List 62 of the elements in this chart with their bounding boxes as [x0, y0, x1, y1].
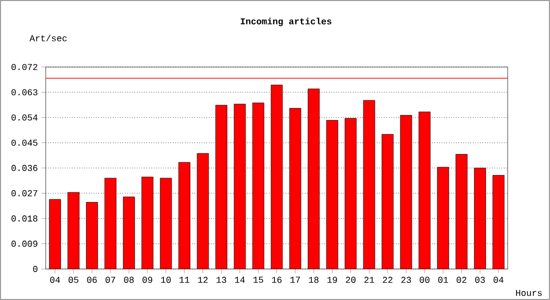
- bar: [141, 176, 154, 269]
- bar: [492, 175, 504, 269]
- bar: [344, 118, 357, 269]
- y-tick-label: 0.018: [12, 215, 38, 222]
- x-tick-label: 05: [68, 276, 78, 283]
- bar: [474, 168, 486, 269]
- x-tick-label: 15: [254, 276, 264, 283]
- bar: [196, 153, 209, 269]
- bar: [326, 120, 338, 269]
- x-tick-label: 22: [382, 276, 392, 283]
- x-tick-label: 16: [272, 276, 282, 283]
- bar: [308, 88, 320, 269]
- x-tick-label: 04: [494, 276, 504, 283]
- y-tick-label: 0.027: [12, 190, 38, 196]
- x-tick-label: 04: [50, 276, 60, 283]
- x-tick-label: 10: [161, 276, 171, 283]
- bar: [49, 199, 61, 269]
- x-tick-label: 17: [290, 276, 300, 283]
- x-tick-label: 11: [180, 276, 190, 283]
- x-tick-label: 03: [475, 276, 485, 283]
- chart-title: Incoming articles: [240, 18, 332, 26]
- x-tick-label: 08: [124, 276, 134, 283]
- y-axis-title: Art/sec: [30, 34, 67, 42]
- bar: [456, 154, 468, 269]
- bar: [104, 178, 116, 269]
- x-tick-label: 13: [216, 276, 226, 283]
- bar: [382, 134, 394, 269]
- x-tick-label: 07: [106, 276, 116, 283]
- bar: [400, 115, 412, 269]
- bar: [418, 112, 431, 269]
- bar: [86, 202, 98, 269]
- x-tick-label: 20: [346, 276, 356, 283]
- x-axis-title: Hours: [516, 290, 542, 296]
- bar: [160, 178, 172, 269]
- x-tick-label: 12: [198, 276, 208, 283]
- y-tick-label: 0: [33, 266, 38, 272]
- y-tick-label: 0.045: [12, 140, 38, 146]
- bar: [363, 100, 376, 269]
- x-tick-label: 23: [401, 276, 411, 283]
- x-tick-label: 06: [87, 276, 97, 283]
- x-tick-label: 01: [438, 276, 448, 283]
- bar: [178, 162, 190, 269]
- x-tick-label: 14: [235, 276, 245, 283]
- bar: [215, 104, 228, 269]
- y-tick-label: 0.009: [12, 240, 38, 247]
- x-tick-label: 02: [456, 276, 466, 283]
- x-tick-label: 18: [308, 276, 319, 283]
- bar: [270, 84, 283, 269]
- x-tick-label: 00: [420, 276, 430, 283]
- y-tick-label: 0.036: [12, 164, 38, 172]
- x-tick-label: 19: [327, 276, 337, 283]
- x-tick-label: 21: [364, 276, 374, 283]
- bar: [290, 108, 301, 269]
- x-tick-label: 09: [142, 276, 152, 283]
- bar: [122, 196, 135, 269]
- y-tick-label: 0.072: [12, 64, 38, 70]
- bar: [252, 102, 264, 269]
- bar: [234, 104, 246, 269]
- bar: [68, 192, 80, 269]
- y-tick-label: 0.063: [12, 89, 38, 96]
- y-tick-label: 0.054: [12, 114, 38, 121]
- bar: [437, 166, 449, 269]
